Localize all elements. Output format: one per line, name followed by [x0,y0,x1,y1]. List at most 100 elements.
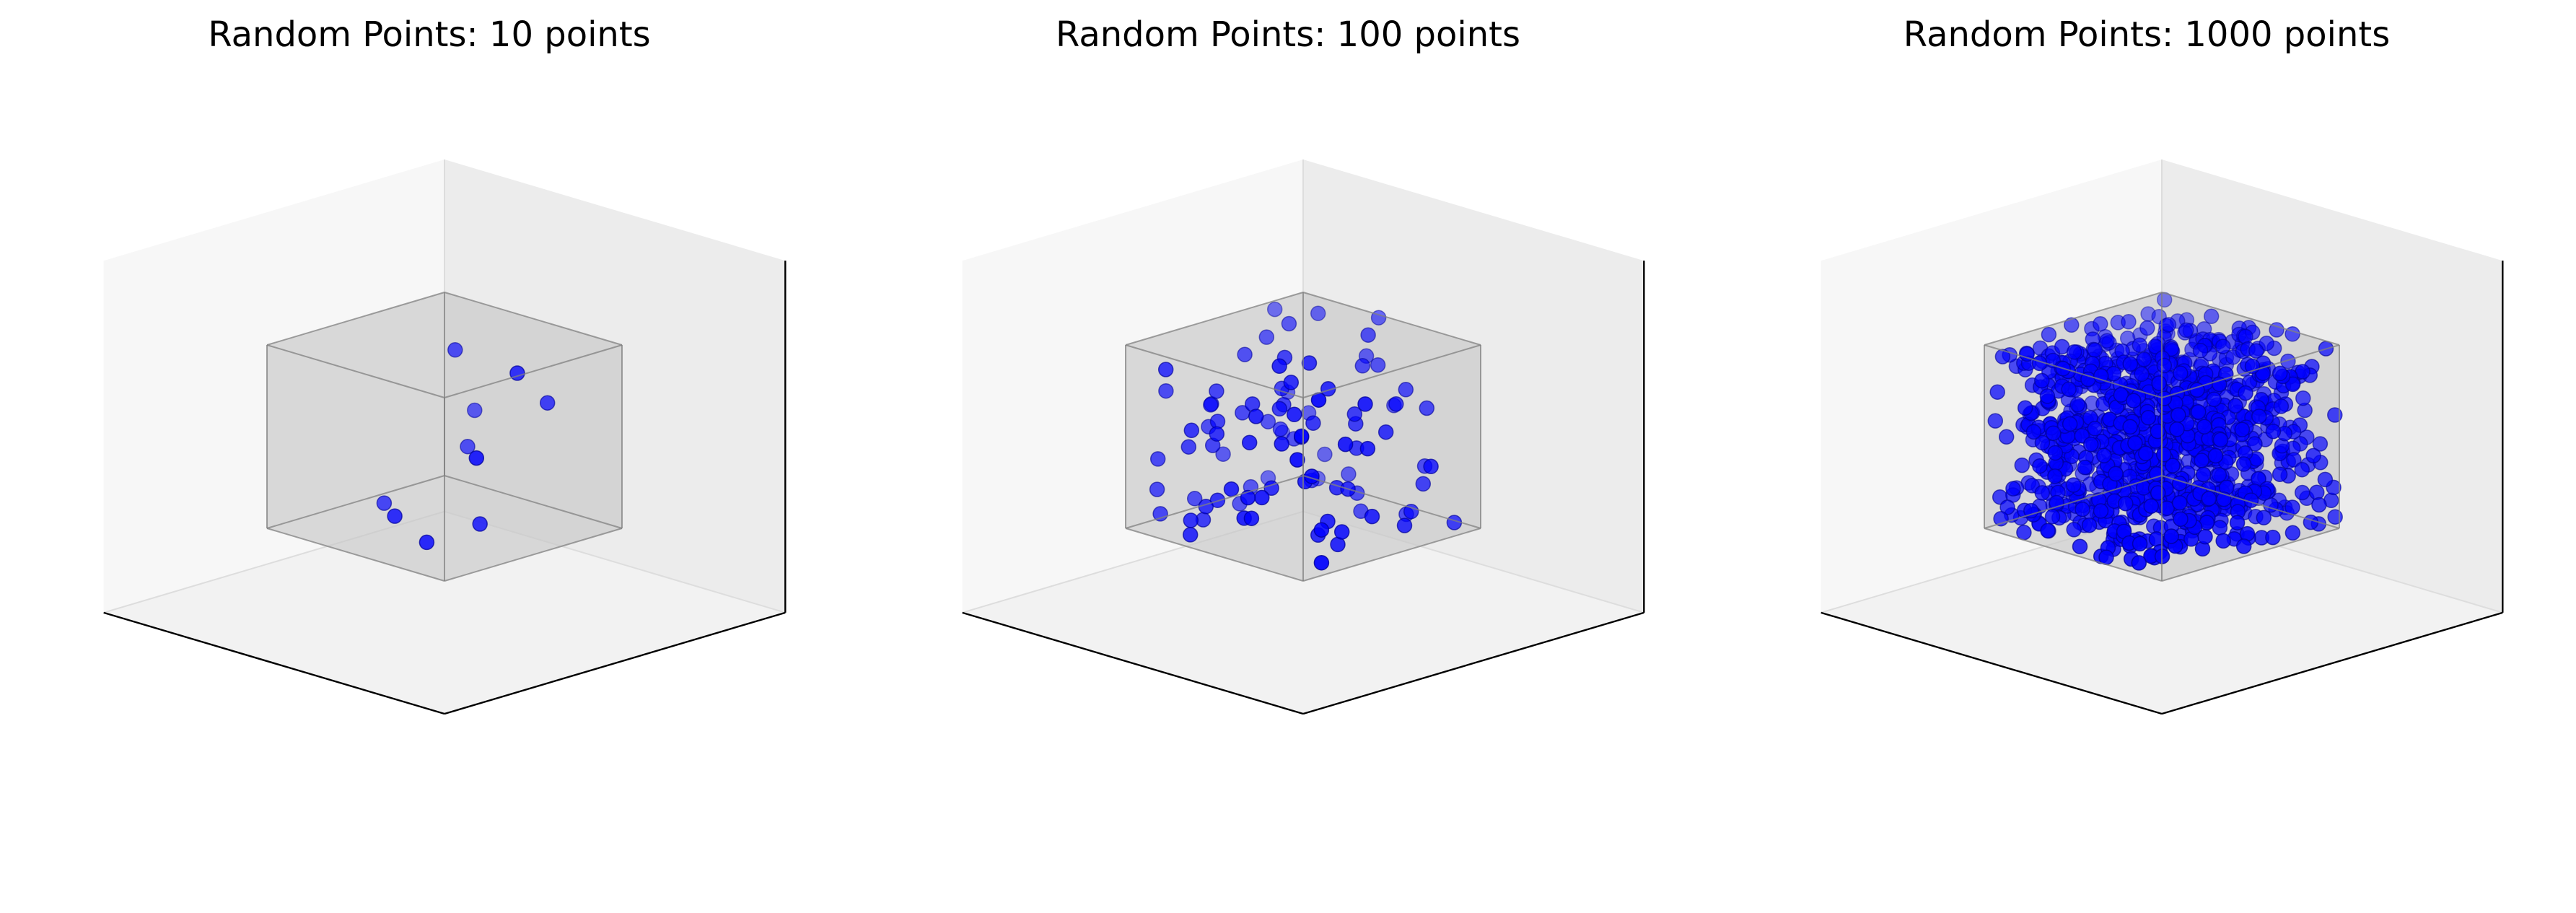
data-point [1357,396,1373,412]
data-point [1209,383,1225,399]
data-point [2039,388,2056,404]
data-point [2227,398,2243,414]
data-point [2165,458,2181,473]
data-point [2132,536,2148,552]
data-point [2229,515,2246,530]
data-point [2134,366,2150,383]
data-point [2047,445,2064,461]
data-point [2126,393,2142,409]
data-point [1240,489,1256,506]
data-point [1157,362,1174,377]
data-point [2212,432,2229,448]
data-point [1370,357,1386,373]
data-point [2171,476,2188,492]
points-group [1149,301,1463,571]
data-point [2311,497,2327,513]
data-point [2045,425,2062,441]
data-point [2215,533,2231,549]
data-point [1354,358,1371,374]
data-point [2016,525,2032,541]
data-point [2327,407,2343,423]
data-point [1248,409,1264,424]
data-point [2066,344,2082,360]
data-point [1271,401,1288,417]
cube-edge [266,292,445,346]
cube-edge [1125,344,1304,398]
data-point [1313,522,1330,538]
cube-face-back-left [267,292,444,528]
data-point [2215,338,2231,354]
data-point [1364,508,1380,525]
data-point [1341,466,1357,482]
data-point [1415,476,1432,492]
data-point [2034,372,2050,389]
data-point [2064,317,2080,333]
data-point [1305,415,1321,431]
data-point [2118,495,2134,512]
subplot-1000-points: Random Points: 1000 points [1717,0,2576,913]
data-point [2138,445,2154,462]
data-point [1182,527,1199,543]
data-point [2034,434,2051,451]
cube-edge [266,475,445,529]
data-point [1423,458,1439,475]
scatter-3d-plot [103,160,787,715]
data-point [2169,421,2185,437]
data-point [376,495,393,511]
cube-edge [266,344,445,398]
data-point [1293,428,1310,445]
data-point [2017,400,2033,416]
data-point [1998,429,2015,445]
data-point [2251,409,2267,424]
cube-edge [2161,528,2340,582]
plot-title: Random Points: 10 points [208,14,651,55]
y-axis-line [103,611,445,715]
data-point [1149,451,1166,467]
data-point [2081,517,2098,533]
data-point [2284,376,2301,393]
cube-edge [1984,292,2163,346]
data-point [2062,416,2078,432]
data-point [2211,376,2227,393]
data-point [2041,326,2057,343]
data-point [2259,335,2274,351]
data-point [2235,538,2252,554]
data-point [2234,421,2251,437]
data-point [2196,419,2212,434]
x-axis-line [444,611,786,715]
data-point [2127,435,2143,451]
data-point [2211,467,2227,483]
data-point [2143,498,2159,514]
cube-face-back-right [444,292,622,528]
data-point [1286,406,1302,423]
data-point [2150,485,2166,501]
data-point [472,516,488,532]
data-point [1186,491,1203,507]
data-point [2077,459,2093,476]
data-point [1333,524,1350,540]
data-point [2140,410,2157,426]
data-point [1994,349,2011,364]
cube-edge [1302,292,1481,346]
data-point [2295,390,2311,406]
data-point [2061,381,2077,398]
plot-title: Random Points: 100 points [1056,14,1520,55]
data-point [2136,351,2152,367]
data-point [2066,522,2082,538]
data-point [2019,346,2035,362]
cube-edge [1302,528,1481,582]
data-point [2087,342,2103,358]
data-point [2206,391,2222,408]
data-point [1337,436,1354,453]
data-point [1403,503,1419,520]
data-point [1396,517,1413,533]
data-point [2106,365,2122,382]
data-point [2122,356,2139,372]
data-point [1281,315,1297,332]
data-point [2280,353,2296,370]
data-point [2269,322,2284,338]
cube-edge [2161,292,2340,346]
cube-edge [1125,475,1304,529]
data-point [2178,322,2194,338]
data-point [1419,400,1435,416]
